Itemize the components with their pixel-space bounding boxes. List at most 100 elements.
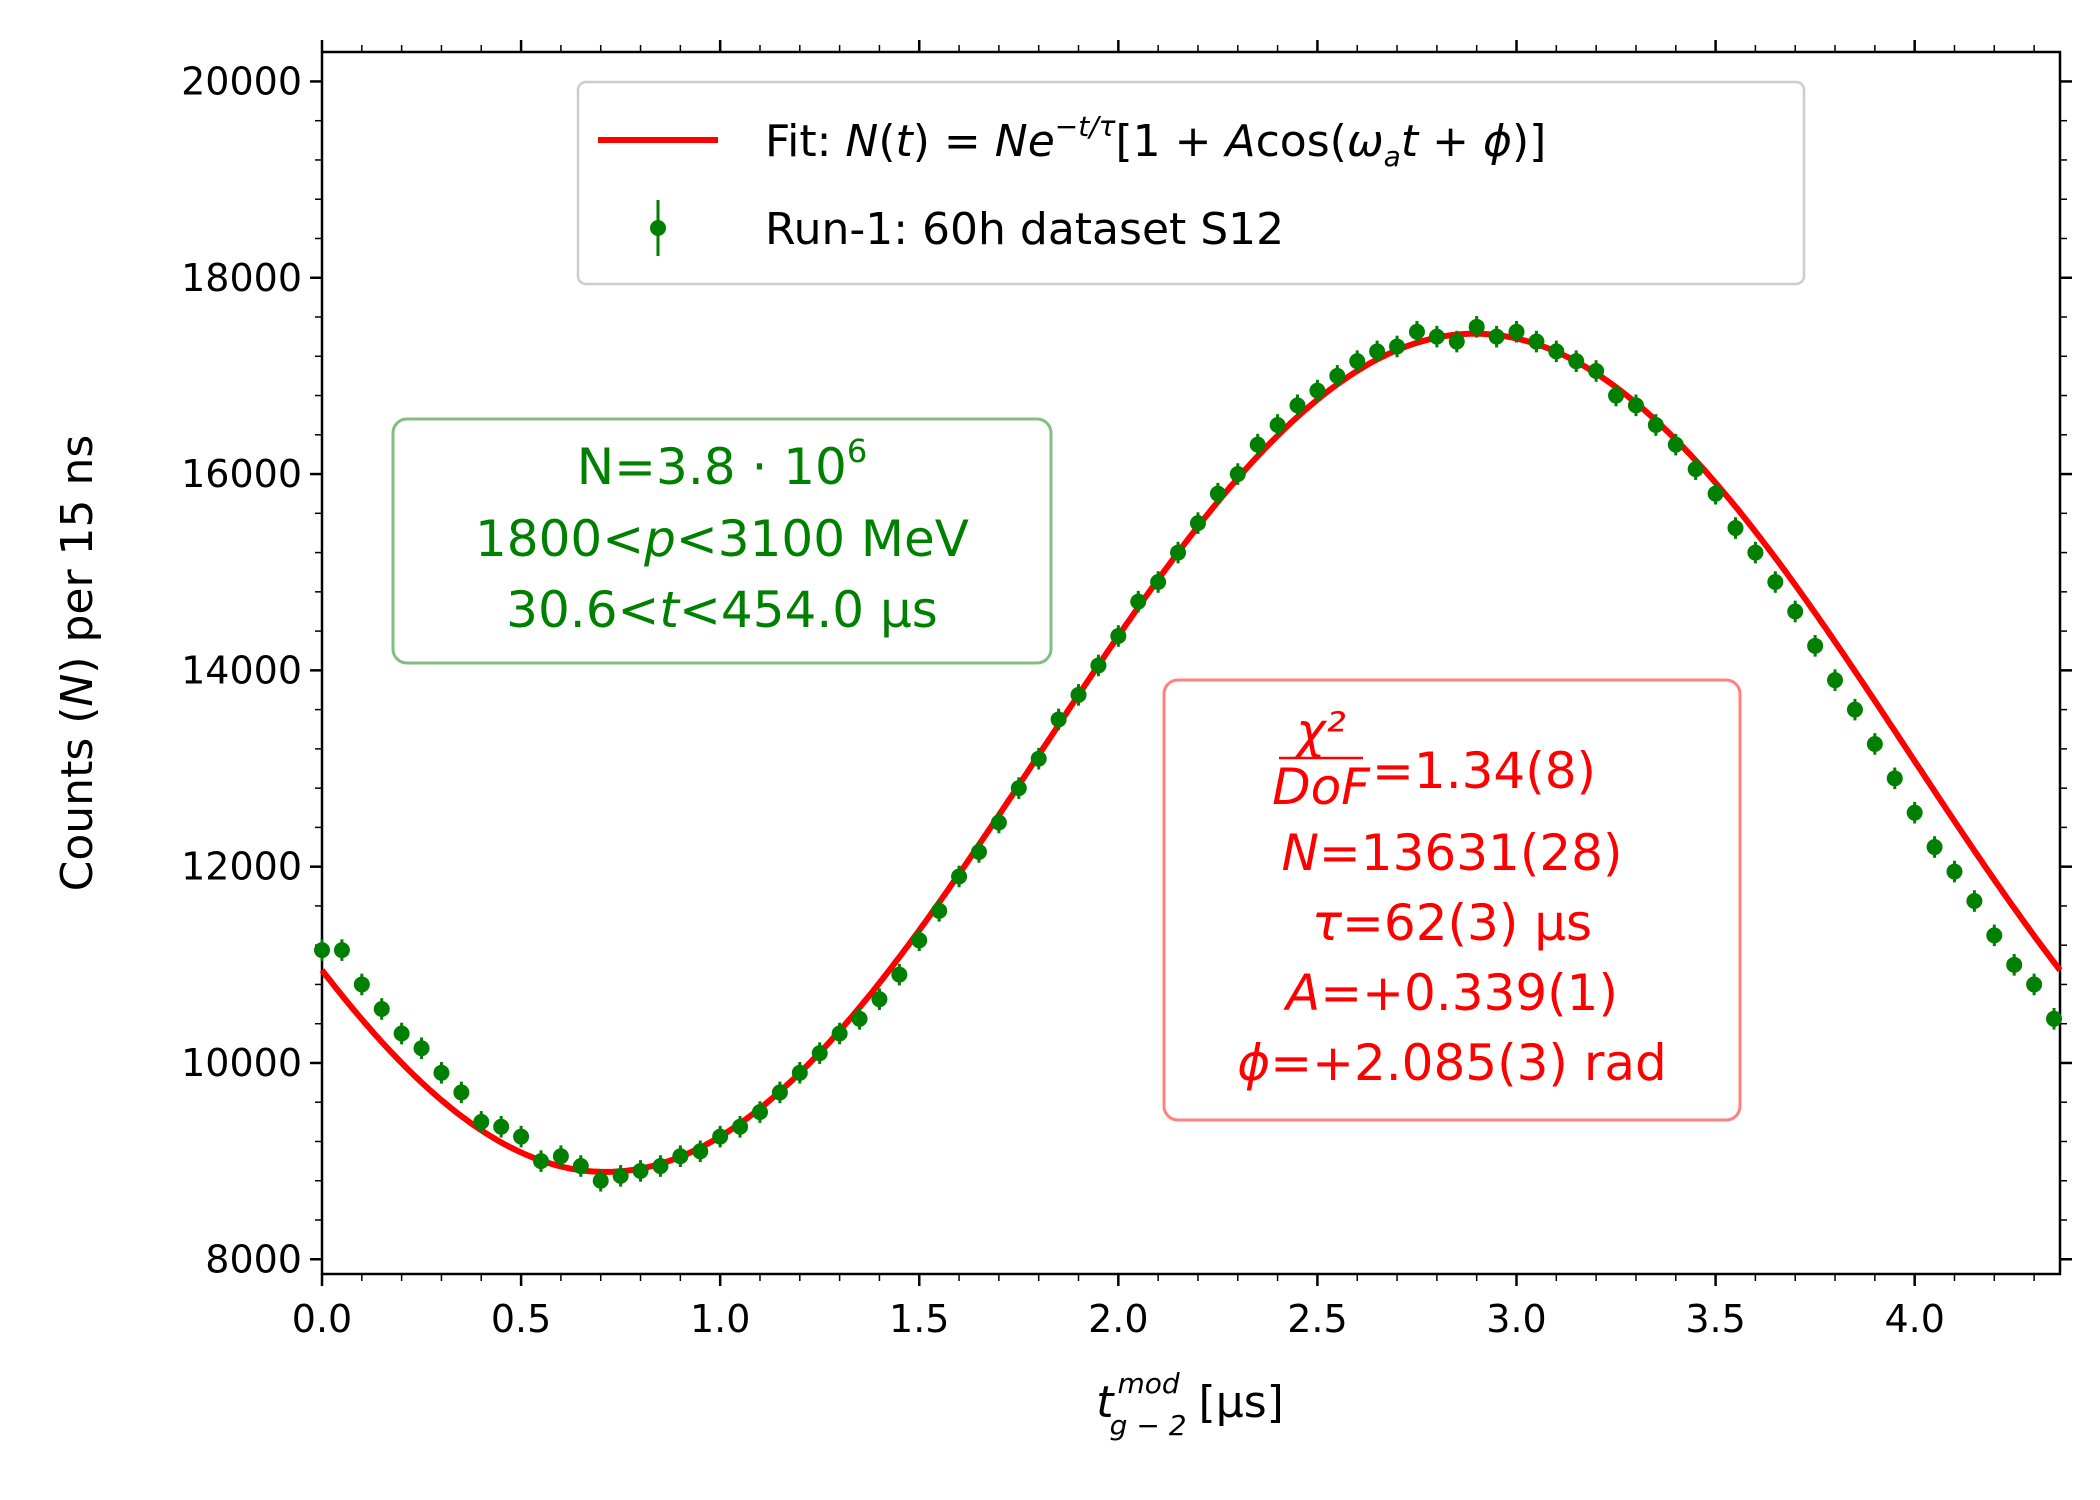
- data-point: [1110, 628, 1127, 645]
- axis-tick-labels: 0.0 0.5 1.0 1.5 2.0 2.5 3.0 3.5 4.0 8000 10000 1200…: [181, 59, 1945, 1341]
- data-point: [1747, 544, 1764, 561]
- data-point: [831, 1025, 848, 1042]
- y-tick-label: 8000: [205, 1237, 302, 1281]
- data-point: [1170, 544, 1187, 561]
- data-point: [1130, 593, 1147, 610]
- data-point: [1209, 485, 1226, 502]
- data-point: [632, 1162, 649, 1179]
- data-point: [393, 1025, 410, 1042]
- x-tick-label: 0.5: [491, 1297, 551, 1341]
- y-tick-label: 10000: [181, 1041, 302, 1085]
- x-tick-label: 1.0: [690, 1297, 750, 1341]
- y-tick-label: 14000: [181, 648, 302, 692]
- fit-phase: ϕ=+2.085(3) rad: [1237, 1034, 1667, 1092]
- selection-info-box: N=3.8 · 106 1800<p<3100 MeV 30.6<t<454.0…: [391, 417, 1053, 665]
- fit-asymmetry: A=+0.339(1): [1283, 964, 1618, 1022]
- data-point: [353, 976, 370, 993]
- data-point: [1389, 338, 1406, 355]
- data-point: [1866, 735, 1883, 752]
- data-point: [1986, 927, 2003, 944]
- data-point: [1050, 711, 1067, 728]
- data-point: [612, 1167, 629, 1184]
- data-point: [811, 1045, 828, 1062]
- data-point: [791, 1064, 808, 1081]
- data-point: [672, 1148, 689, 1165]
- data-point: [931, 902, 948, 919]
- data-point: [2006, 956, 2023, 973]
- data-point: [433, 1064, 450, 1081]
- selection-momentum: 1800<p<3100 MeV: [475, 510, 969, 568]
- data-point: [732, 1118, 749, 1135]
- data-point: [552, 1148, 569, 1165]
- x-tick-label: 0.0: [292, 1297, 352, 1341]
- fit-results-box: χ² DoF =1.34(8) N=13631(28) τ=62(3) μs A…: [1162, 678, 1742, 1122]
- data-point: [1727, 520, 1744, 537]
- data-point: [1966, 893, 1983, 910]
- data-point: [970, 843, 987, 860]
- y-tick-label: 16000: [181, 452, 302, 496]
- data-point: [1369, 343, 1386, 360]
- data-point: [1906, 804, 1923, 821]
- data-point: [1528, 333, 1545, 350]
- data-point: [1807, 637, 1824, 654]
- y-tick-label: 20000: [181, 59, 302, 103]
- data-point: [990, 814, 1007, 831]
- data-point: [1667, 436, 1684, 453]
- data-point: [1687, 461, 1704, 478]
- data-point: [1289, 397, 1306, 414]
- data-point: [1070, 686, 1087, 703]
- data-point: [1150, 574, 1167, 591]
- data-point: [1488, 328, 1505, 345]
- legend-box: [576, 80, 1806, 286]
- data-point: [911, 932, 928, 949]
- fit-chi2-numerator: χ²: [1293, 702, 1346, 760]
- data-point: [951, 868, 968, 885]
- data-point: [1926, 839, 1943, 856]
- data-point: [1846, 701, 1863, 718]
- legend-data-label: Run-1: 60h dataset S12: [765, 204, 1284, 255]
- x-tick-label: 4.0: [1884, 1297, 1944, 1341]
- data-point: [1468, 318, 1485, 335]
- x-axis-label: t mod g − 2 [μs]: [1096, 1367, 1284, 1442]
- x-tick-label: 3.0: [1486, 1297, 1546, 1341]
- data-point: [851, 1010, 868, 1027]
- data-point: [1568, 353, 1585, 370]
- legend-data-marker: [650, 220, 666, 236]
- data-point: [473, 1113, 490, 1130]
- data-point: [1010, 780, 1027, 797]
- data-point: [1548, 343, 1565, 360]
- data-point: [1448, 333, 1465, 350]
- legend: Fit: N(t) = Ne−t/τ[1 + Acos(ωat + ϕ)] Ru…: [576, 80, 1806, 286]
- data-point: [2026, 976, 2043, 993]
- data-point: [1428, 328, 1445, 345]
- fit-results-frame: [1162, 678, 1742, 1122]
- data-point: [453, 1084, 470, 1101]
- data-point: [1309, 382, 1326, 399]
- data-points: [314, 316, 2063, 1192]
- x-tick-label: 2.5: [1287, 1297, 1347, 1341]
- data-point: [1787, 603, 1804, 620]
- data-point: [1767, 574, 1784, 591]
- y-tick-label: 12000: [181, 845, 302, 889]
- data-point: [692, 1143, 709, 1160]
- data-point: [1827, 672, 1844, 689]
- data-point: [1269, 416, 1286, 433]
- data-point: [1886, 770, 1903, 787]
- data-point: [413, 1040, 430, 1057]
- data-point: [1627, 397, 1644, 414]
- data-point: [373, 1000, 390, 1017]
- data-point: [1647, 416, 1664, 433]
- fit-line: [319, 330, 2063, 1175]
- data-point: [1090, 657, 1107, 674]
- data-point: [1588, 362, 1605, 379]
- data-point: [712, 1128, 729, 1145]
- data-point: [532, 1153, 549, 1170]
- data-point: [592, 1172, 609, 1189]
- fit-chi2-value: =1.34(8): [1372, 742, 1596, 800]
- legend-fit-label: Fit: N(t) = Ne−t/τ[1 + Acos(ωat + ϕ)]: [765, 110, 1546, 173]
- data-point: [1608, 387, 1625, 404]
- y-tick-label: 18000: [181, 256, 302, 300]
- y-axis-label: Counts (N) per 15 ns: [52, 435, 103, 892]
- data-point: [1249, 436, 1266, 453]
